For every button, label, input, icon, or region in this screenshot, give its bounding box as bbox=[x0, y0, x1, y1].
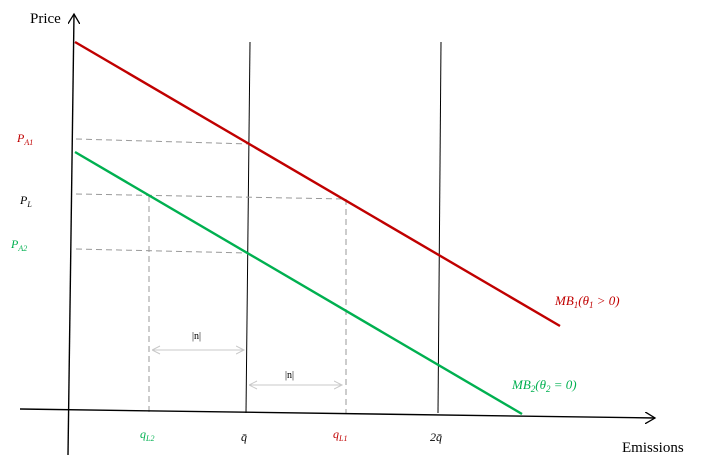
mb1-label: MB1(θ1 > 0) bbox=[554, 293, 620, 310]
gap1-label: |n| bbox=[192, 331, 201, 342]
two-qbar-label: 2q̄ bbox=[430, 430, 442, 444]
qbar-label: q̄ bbox=[241, 430, 247, 444]
pa1-dashed-line bbox=[75, 138, 251, 145]
ql2-label: qL2 bbox=[140, 427, 154, 443]
gap2-label: |n| bbox=[285, 370, 294, 381]
two-qbar-vertical-line bbox=[437, 41, 442, 414]
pa1-label: PA1 bbox=[16, 131, 33, 147]
pa2-dashed-line bbox=[75, 248, 248, 254]
y-axis-label: Price bbox=[30, 11, 61, 27]
dashed-guides bbox=[75, 138, 347, 413]
qbar-vertical-line bbox=[245, 41, 251, 414]
x-axis bbox=[19, 408, 655, 418]
pl-label: PL bbox=[19, 193, 32, 209]
pl-dashed-line bbox=[75, 193, 347, 200]
y-axis bbox=[67, 14, 74, 456]
mb2-line bbox=[74, 150, 523, 416]
ql1-label: qL1 bbox=[333, 427, 347, 443]
mb2-label: MB2(θ2 = 0) bbox=[511, 377, 577, 394]
pa2-label: PA2 bbox=[10, 237, 27, 253]
x-axis-label: Emissions bbox=[622, 440, 684, 456]
mb1-line bbox=[74, 40, 561, 328]
